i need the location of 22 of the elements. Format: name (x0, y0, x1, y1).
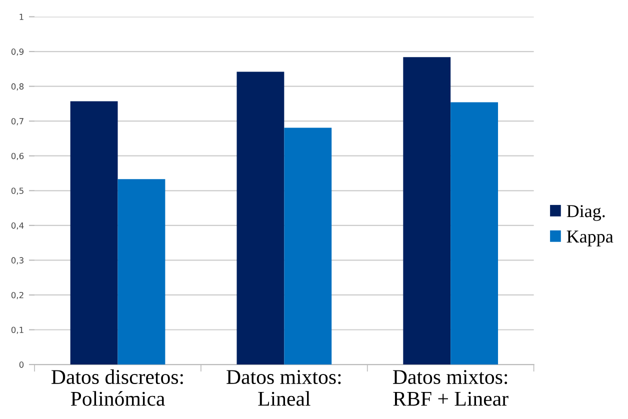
legend-label: Kappa (566, 230, 614, 246)
bar (118, 179, 166, 365)
x-tick-label: Datos mixtos: RBF + Linear (393, 370, 508, 406)
y-tick-label: 0,9 (11, 48, 24, 56)
y-tick-label: 0,7 (11, 118, 24, 126)
y-tick-label: 0,3 (11, 257, 24, 264)
y-tick-label: 0 (19, 362, 24, 368)
bar (236, 72, 284, 365)
x-tick-label: Datos mixtos: Lineal (226, 370, 341, 406)
y-tick-label: 0,2 (11, 292, 24, 300)
y-tick-label: 0,1 (11, 326, 24, 334)
y-tick-label: 1 (20, 14, 24, 20)
bar (70, 101, 118, 365)
legend-label: Diag. (566, 205, 605, 221)
bar (403, 57, 451, 365)
y-tick-label: 0,6 (11, 152, 24, 160)
y-tick-label: 0,4 (11, 222, 24, 230)
bar (284, 128, 332, 365)
y-tick-label: 0,5 (11, 188, 24, 195)
bar (450, 102, 498, 365)
y-tick-label: 0,8 (11, 83, 24, 90)
x-tick-label: Datos discretos: Polinómica (52, 369, 183, 406)
